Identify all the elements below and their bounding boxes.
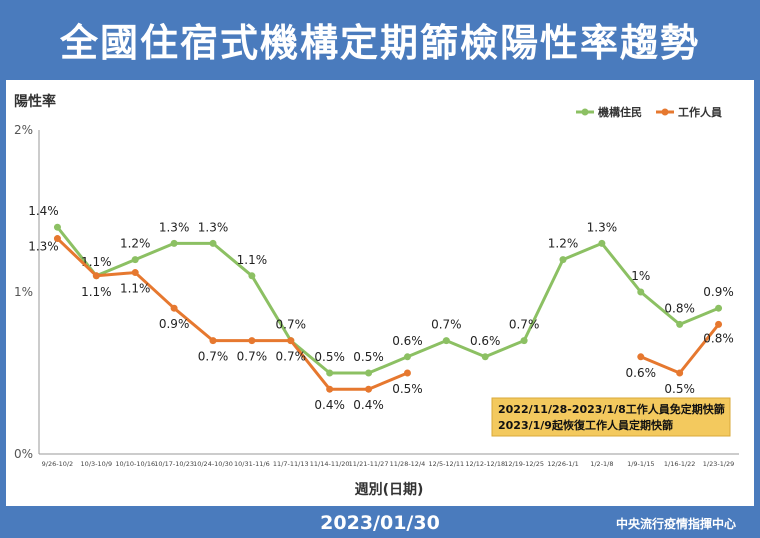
data-point <box>326 385 334 393</box>
x-tick-label: 1/9-1/15 <box>627 460 654 468</box>
series-line <box>56 226 720 375</box>
data-point <box>92 272 100 280</box>
x-tick-label: 12/5-12/11 <box>428 460 464 468</box>
legend-marker <box>661 108 669 116</box>
data-point <box>715 304 723 312</box>
data-label: 1.1% <box>237 253 268 267</box>
data-point <box>637 288 645 296</box>
x-tick-label: 9/26-10/2 <box>42 460 74 468</box>
x-tick-label: 10/24-10/30 <box>193 460 233 468</box>
x-tick-label: 12/26-1/1 <box>547 460 579 468</box>
chart-panel: 陽性率 0% 1% 2% 9/26-10/2 10/3-10/9 10/10-10/16 10… <box>6 80 754 506</box>
x-tick-label: 10/17-10/23 <box>154 460 194 468</box>
data-point <box>403 353 411 361</box>
x-tick-label: 1/23-1/29 <box>703 460 735 468</box>
data-point <box>248 272 256 280</box>
data-point <box>131 256 139 264</box>
series-line <box>56 237 409 391</box>
data-label: 1.3% <box>28 240 59 254</box>
legend-label: 工作人員 <box>678 105 722 119</box>
data-point <box>326 369 334 377</box>
data-point <box>637 353 645 361</box>
y-axis-label: 陽性率 <box>14 93 56 110</box>
data-label: 0.8% <box>664 301 695 315</box>
data-point <box>365 385 373 393</box>
data-point <box>287 337 295 345</box>
data-point <box>442 337 450 345</box>
data-point <box>170 304 178 312</box>
data-label: 1.4% <box>28 204 59 218</box>
x-tick-label: 10/31-11/6 <box>234 460 270 468</box>
data-point <box>520 337 528 345</box>
x-tick-label: 11/7-11/13 <box>273 460 309 468</box>
data-label: 0.7% <box>276 350 307 364</box>
x-tick-label: 12/19-12/25 <box>504 460 544 468</box>
x-tick-label: 11/28-12/4 <box>390 460 426 468</box>
x-tick-label: 11/21-11/27 <box>349 460 389 468</box>
data-label: 0.5% <box>314 350 345 364</box>
x-tick-label: 10/10-10/16 <box>115 460 155 468</box>
data-point <box>365 369 373 377</box>
data-point <box>131 269 139 277</box>
data-label: 1.1% <box>81 285 112 299</box>
data-point <box>170 239 178 247</box>
data-label: 1.3% <box>159 220 190 234</box>
data-label: 0.6% <box>626 366 657 380</box>
data-label: 1.3% <box>587 220 618 234</box>
footer-agency: 中央流行疫情指揮中心 <box>615 516 736 531</box>
data-point <box>676 320 684 328</box>
x-axis-label: 週別(日期) <box>355 482 424 498</box>
data-label: 1% <box>631 269 650 283</box>
data-point <box>598 239 606 247</box>
data-label: 0.7% <box>276 318 307 332</box>
data-point <box>209 239 217 247</box>
data-label: 1.3% <box>198 220 229 234</box>
data-point <box>481 353 489 361</box>
data-label: 0.5% <box>664 382 695 396</box>
data-label: 1.2% <box>548 237 579 251</box>
data-label: 0.4% <box>353 398 384 412</box>
data-point <box>715 320 723 328</box>
data-label: 0.7% <box>237 350 268 364</box>
data-label: 0.7% <box>198 350 229 364</box>
y-tick-label: 0% <box>14 447 33 461</box>
data-label: 1.1% <box>81 255 112 269</box>
legend-label: 機構住民 <box>598 105 642 119</box>
data-label: 0.8% <box>703 331 734 345</box>
legend-marker <box>581 108 589 116</box>
data-point <box>53 223 61 231</box>
data-point <box>559 256 567 264</box>
y-tick-label: 1% <box>14 285 33 299</box>
data-label: 0.7% <box>509 318 540 332</box>
x-tick-label: 11/14-11/20 <box>310 460 350 468</box>
data-label: 1.1% <box>120 282 151 296</box>
data-point <box>248 337 256 345</box>
x-tick-label: 12/12-12/18 <box>465 460 505 468</box>
y-tick-label: 2% <box>14 123 33 137</box>
data-label: 0.9% <box>159 317 190 331</box>
note-box <box>491 397 731 437</box>
data-label: 1.2% <box>120 237 151 251</box>
note-line-1: 2022/11/28-2023/1/8工作人員免定期快篩 <box>498 402 725 416</box>
data-label: 0.4% <box>314 398 345 412</box>
data-label: 0.5% <box>353 350 384 364</box>
chart-title: 全國住宿式機構定期篩檢陽性率趨勢 <box>59 20 700 65</box>
note-line-2: 2023/1/9起恢復工作人員定期快篩 <box>498 418 673 432</box>
data-point <box>403 369 411 377</box>
data-point <box>53 235 61 243</box>
data-label: 0.5% <box>392 382 423 396</box>
x-tick-label: 1/2-1/8 <box>590 460 613 468</box>
footer-date: 2023/01/30 <box>320 512 440 534</box>
data-label: 0.6% <box>392 334 423 348</box>
x-tick-label: 10/3-10/9 <box>81 460 113 468</box>
data-point <box>676 369 684 377</box>
x-tick-label: 1/16-1/22 <box>664 460 696 468</box>
data-label: 0.7% <box>431 318 462 332</box>
data-label: 0.6% <box>470 334 501 348</box>
data-point <box>209 337 217 345</box>
data-label: 0.9% <box>703 285 734 299</box>
